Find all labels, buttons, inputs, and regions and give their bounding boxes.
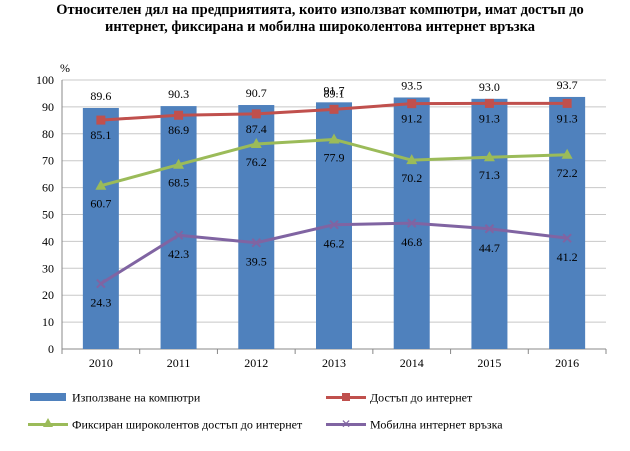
data-label-fixed-broadband: 70.2	[401, 171, 422, 185]
data-point-triangle	[561, 148, 573, 159]
data-point-square	[562, 98, 572, 108]
data-label-mobile-internet: 41.2	[557, 250, 578, 264]
data-point-x	[484, 224, 495, 234]
legend-triangle-marker-icon	[28, 418, 68, 430]
data-label-mobile-internet: 42.3	[168, 247, 189, 261]
data-point-triangle	[483, 151, 495, 162]
y-tick-label: 60	[42, 181, 54, 195]
data-label-bar: 91.7	[324, 83, 345, 97]
bar	[160, 106, 197, 349]
x-tick-label: 2013	[322, 356, 346, 370]
data-label-bar: 89.6	[90, 89, 111, 103]
data-label-bar: 93.7	[557, 78, 578, 92]
y-tick-label: 90	[42, 100, 54, 114]
legend-square-marker-icon	[326, 391, 366, 403]
data-label-fixed-broadband: 72.2	[557, 166, 578, 180]
data-label-bar: 93.5	[401, 78, 422, 92]
data-point-square	[329, 104, 339, 114]
x-tick-label: 2014	[400, 356, 424, 370]
bar	[471, 98, 508, 349]
data-label-mobile-internet: 46.2	[324, 237, 345, 251]
data-label-bar: 90.7	[246, 86, 267, 100]
data-label-mobile-internet: 46.8	[401, 235, 422, 249]
data-label-internet-access: 91.3	[557, 111, 578, 125]
y-tick-label: 40	[42, 234, 54, 248]
legend-x-marker-icon: ✕	[326, 418, 366, 430]
y-tick-label: 70	[42, 154, 54, 168]
legend-label-fixed-broadband: Фиксиран широколентов достъп до интернет	[72, 417, 303, 432]
data-point-x	[407, 218, 417, 228]
data-point-square	[484, 98, 494, 108]
data-label-mobile-internet: 44.7	[479, 241, 500, 255]
data-label-fixed-broadband: 60.7	[90, 197, 111, 211]
bar	[549, 96, 586, 350]
data-point-x	[329, 220, 339, 230]
data-label-mobile-internet: 24.3	[90, 296, 111, 310]
chart-title: Относителен дял на предприятията, които …	[40, 2, 600, 36]
y-tick-label: 30	[42, 261, 54, 275]
data-label-fixed-broadband: 68.5	[168, 176, 189, 190]
data-point-triangle	[173, 158, 185, 169]
x-tick-label: 2015	[477, 356, 501, 370]
data-point-x	[173, 230, 184, 240]
data-label-mobile-internet: 39.5	[246, 255, 267, 269]
y-tick-label: 20	[42, 288, 54, 302]
legend-item-internet-access: Достъп до интернет	[326, 389, 472, 404]
data-point-triangle	[406, 154, 418, 165]
y-tick-label: 0	[48, 342, 54, 356]
legend-item-mobile-internet: ✕ Мобилна интернет връзка	[326, 416, 503, 431]
data-label-internet-access: 87.4	[246, 122, 267, 136]
chart-title-line-2: интернет, фиксирана и мобилна широколент…	[104, 19, 535, 35]
x-tick-label: 2012	[244, 356, 268, 370]
legend-label-mobile-internet: Мобилна интернет връзка	[370, 417, 503, 432]
data-point-triangle	[95, 179, 107, 190]
legend-label-internet-access: Достъп до интернет	[370, 390, 473, 405]
chart-title-line-1: Относителен дял на предприятията, които …	[56, 2, 584, 18]
data-point-triangle	[250, 138, 262, 149]
y-tick-label: 80	[42, 127, 54, 141]
data-label-internet-access: 85.1	[90, 128, 111, 142]
bar	[82, 107, 119, 349]
data-point-x	[251, 238, 261, 248]
data-point-x	[562, 233, 572, 243]
legend-item-fixed-broadband: Фиксиран широколентов достъп до интернет	[28, 416, 302, 431]
y-tick-label: 50	[42, 208, 54, 222]
data-label-internet-access: 86.9	[168, 123, 189, 137]
data-point-square	[251, 109, 261, 119]
data-point-square	[96, 115, 106, 125]
y-unit-label: %	[60, 61, 70, 75]
data-point-square	[174, 110, 184, 120]
data-label-internet-access: 91.3	[479, 111, 500, 125]
data-point-x	[96, 278, 106, 289]
x-tick-label: 2011	[167, 356, 191, 370]
data-label-fixed-broadband: 71.3	[479, 168, 500, 182]
legend-item-computers: Използване на компютри	[28, 389, 200, 404]
y-tick-label: 10	[42, 315, 54, 329]
x-tick-label: 2016	[555, 356, 579, 370]
data-label-internet-access: 91.2	[401, 112, 422, 126]
data-label-bar: 93.0	[479, 80, 500, 94]
x-tick-label: 2010	[89, 356, 113, 370]
legend-bar-swatch	[28, 391, 68, 403]
data-label-fixed-broadband: 77.9	[324, 150, 345, 164]
data-label-bar: 90.3	[168, 87, 189, 101]
data-point-square	[407, 99, 417, 109]
data-label-internet-access: 89.1	[324, 86, 345, 100]
legend-label-computers: Използване на компютри	[72, 390, 201, 405]
data-point-triangle	[328, 133, 340, 144]
data-label-fixed-broadband: 76.2	[246, 155, 267, 169]
y-tick-label: 100	[36, 73, 54, 87]
